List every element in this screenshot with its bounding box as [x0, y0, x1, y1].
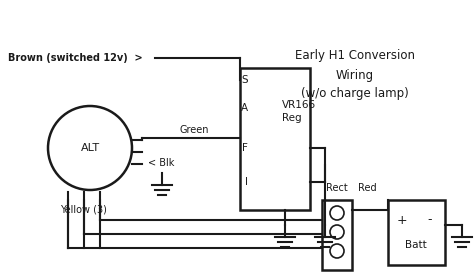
Text: Yellow (3): Yellow (3) [60, 205, 107, 215]
Text: Brown (switched 12v)  >: Brown (switched 12v) > [8, 53, 143, 63]
Text: Red: Red [358, 183, 377, 193]
Text: < Blk: < Blk [148, 158, 174, 168]
Text: I: I [245, 177, 248, 187]
Bar [388, 200, 445, 265]
Text: Rect: Rect [326, 183, 348, 193]
Text: -: - [428, 213, 432, 227]
Text: ALT: ALT [81, 143, 100, 153]
Text: A: A [241, 103, 248, 113]
Text: VR166: VR166 [282, 100, 316, 110]
Text: S: S [241, 75, 248, 85]
Text: +: + [397, 213, 407, 227]
Bar [322, 200, 352, 270]
Bar [240, 68, 310, 210]
Text: Batt: Batt [405, 240, 427, 250]
Text: Reg: Reg [282, 113, 301, 123]
Text: Early H1 Conversion
Wiring
(w/o charge lamp): Early H1 Conversion Wiring (w/o charge l… [295, 50, 415, 101]
Text: F: F [242, 143, 248, 153]
Text: Green: Green [180, 125, 210, 135]
